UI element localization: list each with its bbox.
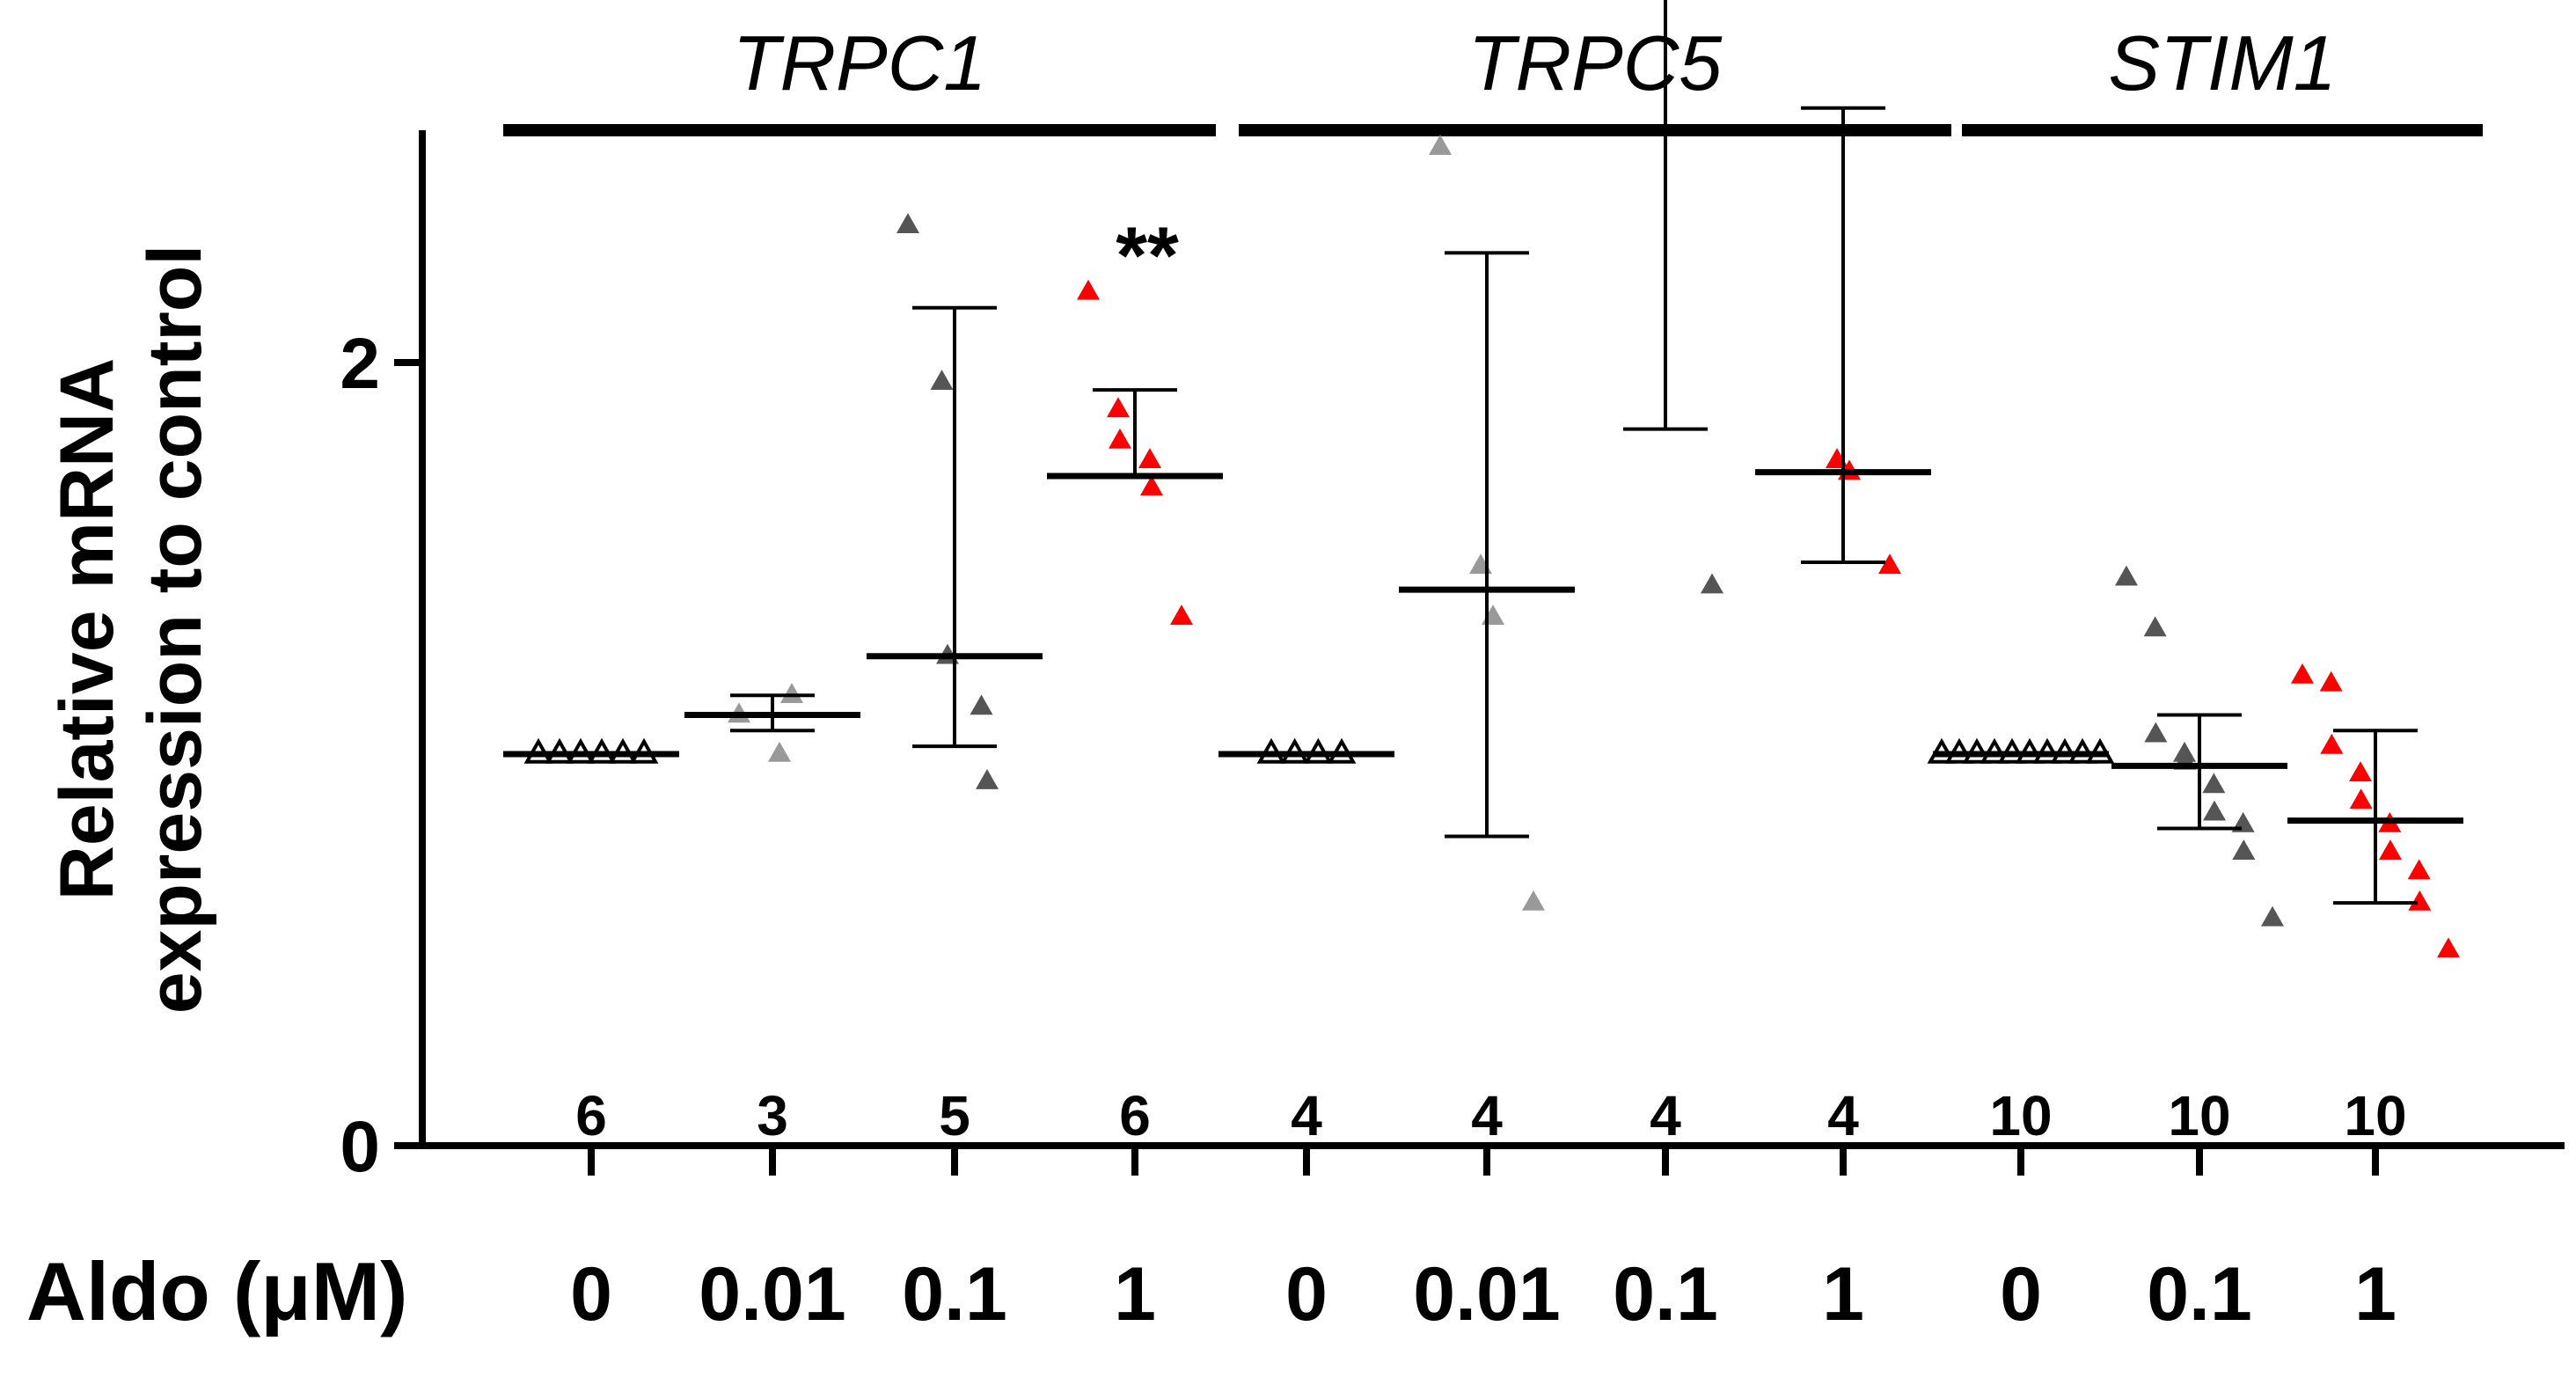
x-category-label: 0.01 [699,1252,845,1337]
data-point [1140,475,1163,496]
y-axis-label-line-2: expression to control [133,245,217,1015]
data-point [2407,859,2431,880]
data-point [1878,553,1901,575]
gene-label: STIM1 [2108,19,2336,106]
data-point [2349,788,2373,810]
data-point [1109,428,1131,449]
data-point [2437,937,2460,958]
n-label: 3 [757,1084,788,1147]
data-point [2143,616,2167,637]
data-point [2232,839,2256,860]
data-point [1469,553,1492,575]
n-label: 4 [1291,1084,1322,1147]
n-label: 4 [1650,1084,1681,1147]
data-point [1170,605,1193,625]
x-category-label: 0 [2000,1252,2042,1337]
significance-marker: ** [1116,211,1179,301]
x-category-label: 1 [1822,1252,1864,1337]
x-category-label: 0.1 [902,1252,1007,1337]
x-category-label: 0 [1285,1252,1328,1337]
x-category-label: 0.1 [1613,1252,1718,1337]
x-category-label: 0.1 [2147,1252,2252,1337]
data-point [780,683,803,703]
n-label: 5 [939,1084,970,1147]
data-point [2144,722,2168,743]
n-label: 4 [1827,1084,1859,1147]
data-point [930,370,954,390]
data-point [1701,573,1723,594]
n-label: 10 [1989,1084,2052,1147]
x-axis-title: Aldo (μM) [26,1245,407,1337]
data-point [976,768,999,789]
data-point [1482,605,1504,625]
data-point [2319,671,2343,692]
data-point [896,213,919,233]
data-point [2261,905,2284,927]
data-point [1522,890,1545,911]
x-category-label: 1 [1114,1252,1156,1337]
gene-label: TRPC5 [1468,19,1723,106]
data-point [1107,397,1130,418]
data-point [1077,279,1100,300]
gene-label: TRPC1 [733,19,987,106]
n-label: 6 [1119,1084,1151,1147]
y-tick-label: 0 [340,1107,380,1187]
x-category-label: 1 [2354,1252,2397,1337]
n-label: 4 [1471,1084,1503,1147]
data-point [1826,448,1848,468]
data-point [768,741,791,762]
x-category-label: 0.01 [1413,1252,1560,1337]
data-point [1138,448,1161,468]
data-point [2291,663,2314,684]
data-point [1429,135,1452,155]
data-point [2379,839,2402,860]
data-point [2349,761,2372,781]
data-point [970,694,993,715]
x-category-label: 0 [570,1252,612,1337]
n-label: 6 [575,1084,607,1147]
data-point [2203,800,2226,821]
n-label: 10 [2344,1084,2406,1147]
data-point [2408,890,2432,911]
data-point [2202,773,2226,794]
data-point [2320,733,2344,754]
y-tick-label: 2 [340,324,380,404]
data-point [2115,565,2138,586]
y-axis-label-line-1: Relative mRNA [45,358,129,901]
n-label: 10 [2168,1084,2230,1147]
